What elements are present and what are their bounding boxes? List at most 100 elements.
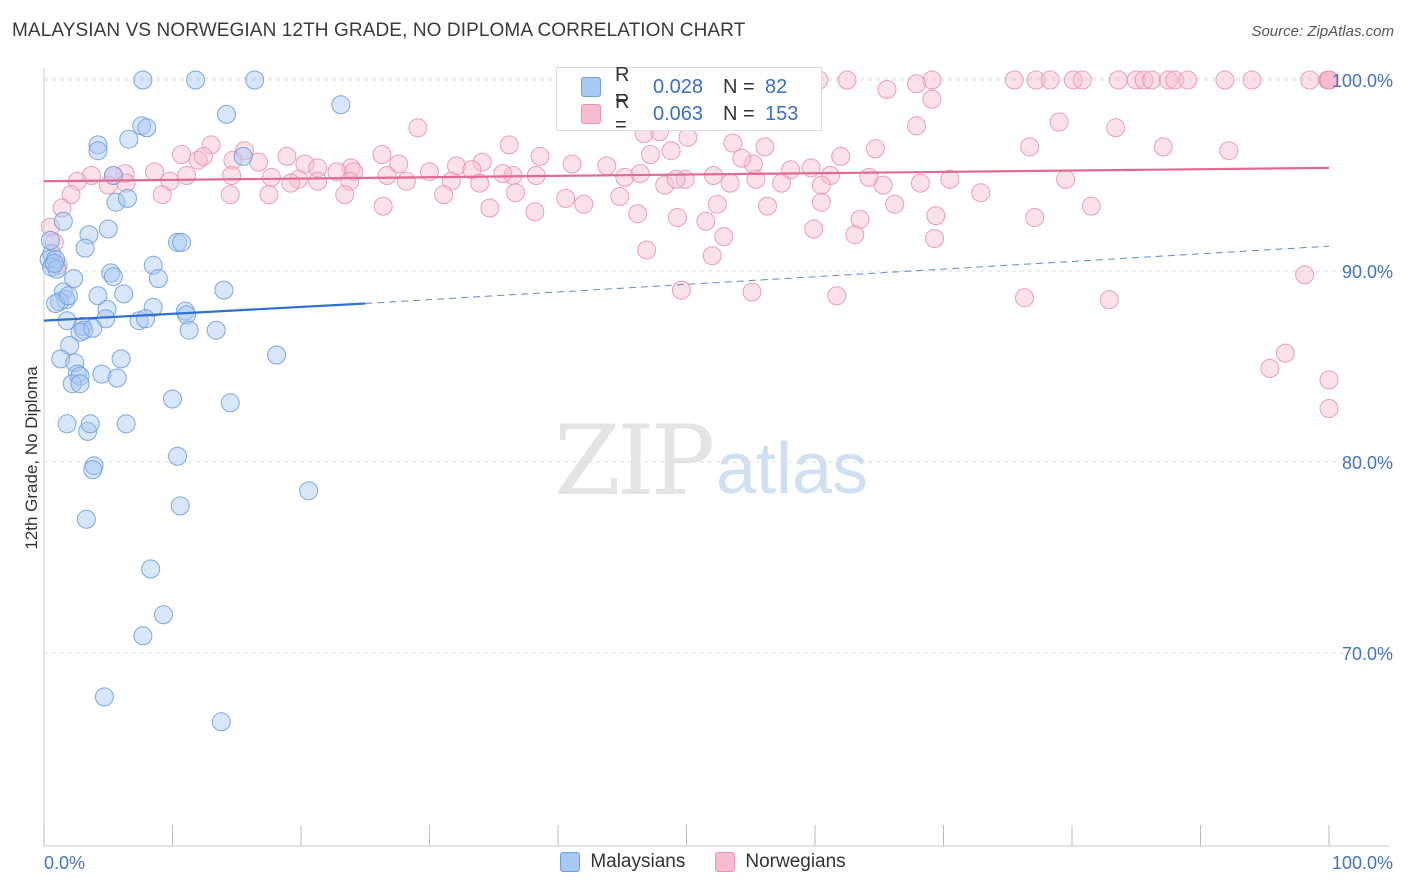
norwegian-point [188,150,208,170]
y-tick-label: 100.0% [1332,71,1393,91]
norwegian-point [925,229,944,248]
malaysians-swatch [560,852,581,872]
norwegian-point [655,175,675,195]
norwegian-point [1081,196,1101,216]
norwegian-point [177,166,197,185]
norwegian-point [408,118,428,138]
malaysian-point [116,414,136,434]
norwegian-point [373,196,393,216]
norwegian-point [1219,141,1239,161]
r-label: R = [615,91,630,136]
norwegian-point [678,127,698,147]
norwegian-point [907,116,926,136]
norwegian-point [530,146,550,166]
norwegians-trend-line [43,166,1330,183]
malaysian-point [101,263,121,283]
norwegian-point [804,219,824,239]
malaysian-point [154,605,173,625]
malaysian-point [214,280,234,300]
norwegian-point [907,74,926,94]
malaysian-point [75,238,95,258]
norwegian-point [837,70,857,90]
norwegian-point [723,133,743,153]
norwegian-point [1319,70,1339,90]
norwegian-point [1260,358,1280,378]
malaysian-point [133,70,153,90]
watermark-atlas: atlas [716,429,869,509]
norwegian-point [61,185,81,205]
malaysian-point [53,282,73,302]
norwegian-point [1319,399,1339,418]
norwegian-point [1178,70,1198,90]
norwegian-point [434,185,454,205]
malaysian-point [83,460,103,480]
norwegian-point [637,240,657,260]
malaysian-point [83,318,103,338]
malaysian-point [80,414,100,434]
malaysian-point [177,305,197,325]
y-axis-title: 12th Grade, No Diploma [22,366,41,550]
malaysian-point [64,269,84,289]
norwegian-point [615,167,635,187]
malaysian-point [78,421,98,441]
norwegian-point [668,208,687,227]
r-value: 0.028 [653,75,704,98]
n-label: N = [723,102,755,125]
norwegian-point [222,166,242,185]
norwegian-point [865,139,885,159]
norwegian-point [574,194,594,214]
malaysian-point [88,135,108,155]
stats-legend: R = 0.028 N = 82 R = 0.063 N = 153 [556,64,822,136]
norwegian-point [562,154,582,174]
malaysian-point [88,141,108,161]
legend-item-malaysians[interactable]: Malaysians [560,851,685,873]
norwegian-point [480,198,500,218]
norwegian-point [470,173,490,193]
norwegian-point [666,169,686,189]
norwegian-point [145,162,164,182]
norwegian-point [831,146,851,166]
norwegian-point [115,164,135,184]
malaysian-point [168,446,188,466]
norwegian-point [223,150,243,170]
norwegian-point [1275,343,1295,363]
norwegian-point [1015,288,1034,308]
norwegian-point [493,164,513,184]
norwegian-point [877,80,897,99]
norwegian-point [327,162,347,182]
malaysian-point [141,559,161,579]
norwegians-swatch [581,104,601,124]
norwegian-point [661,141,681,161]
norwegian-point [610,187,630,206]
malaysian-point [267,345,287,365]
malaysian-point [217,104,236,124]
malaysian-point [163,389,182,409]
malaysian-point [103,166,123,185]
series-legend: Malaysians Norwegians [0,851,1406,873]
watermark-zip: ZIP [554,405,715,517]
norwegian-point [277,146,297,166]
norwegian-point [704,166,723,185]
norwegian-point [556,188,576,208]
norwegian-point [742,282,762,302]
norwegian-point [201,135,221,155]
norwegian-point [1056,169,1076,189]
legend-item-norwegians[interactable]: Norwegians [715,851,846,873]
norwegian-point [1215,70,1235,90]
malaysian-point [233,146,253,166]
malaysian-point [111,349,131,369]
norwegian-point [1108,70,1128,90]
malaysian-point [211,712,231,732]
malaysian-point [172,232,191,252]
norwegian-point [525,202,545,222]
norwegian-point [811,175,831,195]
norwegian-point [1242,70,1262,90]
malaysian-point [70,366,90,386]
norwegian-point [758,196,777,216]
norwegian-point [1004,70,1024,90]
norwegians-points [40,70,1339,418]
malaysian-point [103,267,123,287]
malaysian-point [245,70,265,90]
axes [43,68,1390,847]
